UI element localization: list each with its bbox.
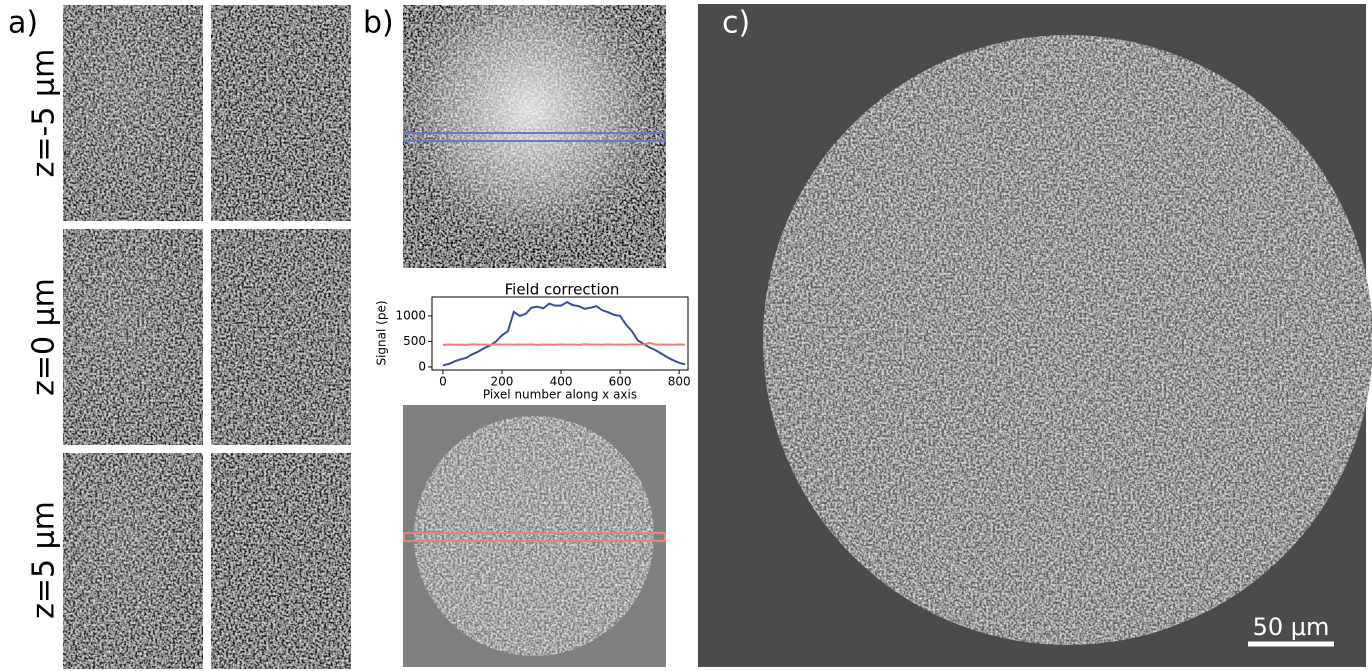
- image-tiles: [63, 5, 351, 669]
- chart-title: Field correction: [505, 281, 620, 299]
- x-tick-label: 200: [491, 375, 514, 389]
- line-chart: Field correction Signal (pe) Pixel numbe…: [375, 281, 691, 402]
- mosaic: [763, 35, 1372, 645]
- row-label: z=0 μm: [27, 278, 62, 396]
- x-tick-label: 800: [668, 375, 691, 389]
- image: [63, 5, 203, 221]
- image: [211, 453, 351, 669]
- y-tick-label: 1000: [395, 308, 426, 322]
- line-series: [443, 302, 685, 365]
- image: [211, 229, 351, 445]
- x-tick-label: 600: [609, 375, 632, 389]
- panel-label: b): [363, 6, 394, 41]
- image-region: [414, 416, 654, 656]
- y-tick-label: 0: [418, 359, 426, 373]
- image: [63, 453, 203, 669]
- x-tick-label: 400: [550, 375, 573, 389]
- row-label: z=-5 μm: [27, 49, 62, 178]
- image: [211, 5, 351, 221]
- figure: a) z=-5 μm z=0 μm z=5 μm b) Field correc…: [0, 0, 1372, 671]
- line-series: [443, 343, 685, 345]
- image: [403, 5, 666, 268]
- y-tick-label: 500: [403, 334, 426, 348]
- x-tick-label: 0: [439, 375, 447, 389]
- image: [63, 229, 203, 445]
- y-axis-label: Signal (pe): [375, 300, 389, 365]
- scale-label: 50 μm: [1253, 613, 1330, 641]
- panel-label: c): [722, 6, 750, 41]
- plot-frame: [432, 297, 688, 370]
- x-axis-label: Pixel number along x axis: [483, 388, 637, 402]
- row-label: z=5 μm: [27, 501, 62, 619]
- panel-label: a): [8, 6, 38, 41]
